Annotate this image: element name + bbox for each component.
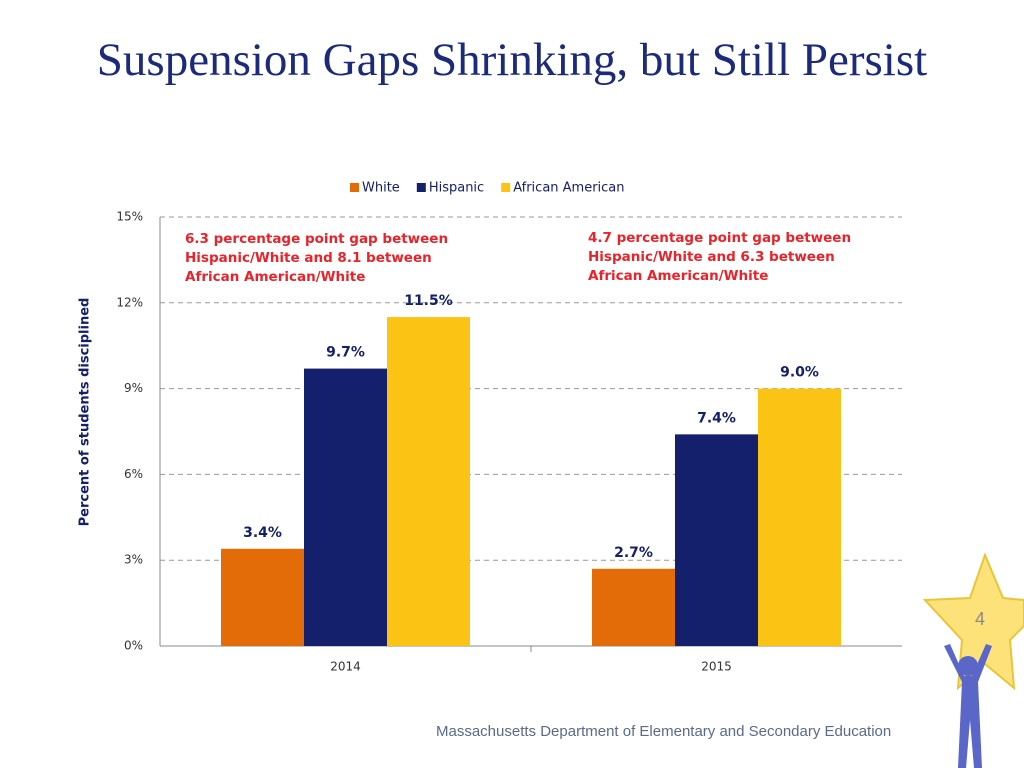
y-tick-label: 9% [124, 381, 143, 395]
bar [221, 548, 304, 646]
value-label: 9.0% [780, 365, 819, 381]
annotation: 4.7 percentage point gap between Hispani… [588, 230, 852, 284]
x-tick-label: 2015 [701, 660, 732, 674]
person-body [944, 644, 992, 768]
y-tick-label: 15% [116, 210, 143, 224]
y-tick-label: 3% [124, 553, 143, 567]
legend-label: African American [513, 181, 624, 196]
mascot [922, 552, 1024, 768]
annotation: 6.3 percentage point gap between Hispani… [185, 231, 449, 285]
legend-swatch [350, 183, 359, 192]
y-tick-label: 6% [124, 467, 143, 481]
value-label: 11.5% [404, 293, 453, 309]
bar [304, 368, 387, 646]
value-label: 2.7% [614, 545, 653, 561]
value-label: 3.4% [243, 525, 282, 541]
star [922, 552, 1024, 691]
y-axis-label: Percent of students disciplined [78, 298, 93, 527]
y-tick-label: 0% [124, 639, 143, 653]
bar [387, 317, 470, 646]
value-label: 9.7% [326, 345, 365, 361]
y-tick-label: 12% [116, 295, 143, 309]
slide-title: Suspension Gaps Shrinking, but Still Per… [96, 34, 928, 86]
bar [675, 434, 758, 646]
x-tick-label: 2014 [330, 660, 361, 674]
bar [592, 568, 675, 646]
bar [758, 388, 841, 646]
legend-swatch [416, 183, 426, 192]
value-label: 7.4% [697, 410, 736, 426]
legend-label: Hispanic [429, 181, 484, 196]
legend-swatch [501, 183, 511, 192]
legend-label: White [362, 181, 400, 196]
slide-number: 4 [975, 609, 985, 629]
footer: Massachusetts Department of Elementary a… [436, 723, 892, 740]
person-head [958, 656, 978, 676]
